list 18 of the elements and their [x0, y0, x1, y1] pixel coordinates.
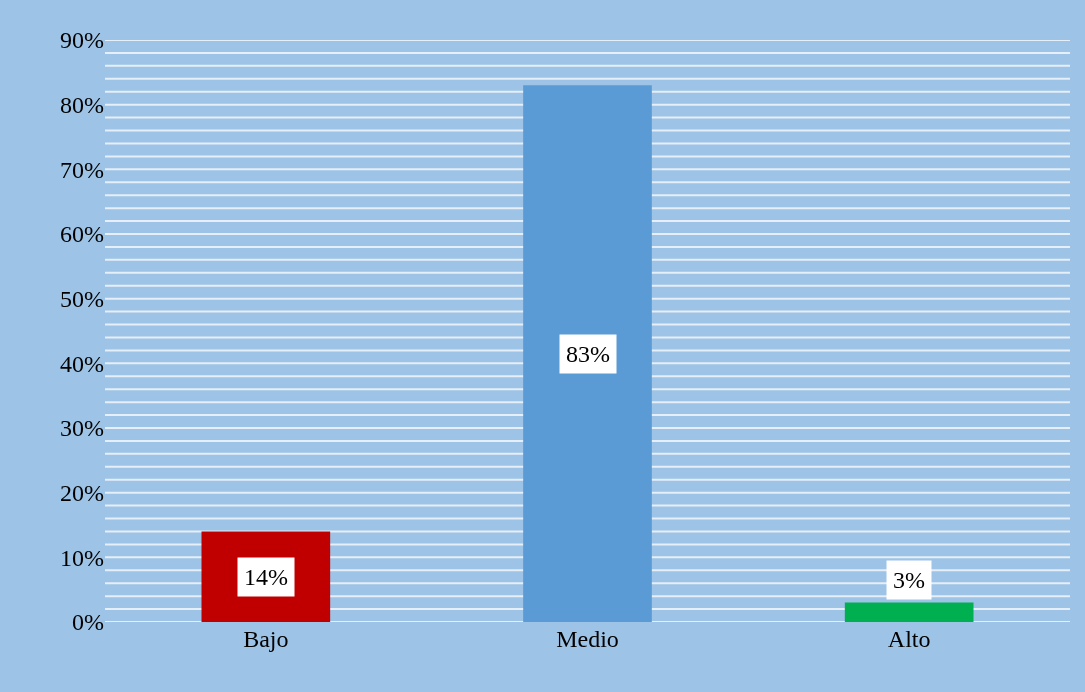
y-tick-label: 80%: [60, 92, 104, 119]
y-tick-label: 40%: [60, 350, 104, 377]
bar: [844, 602, 974, 622]
x-tick-label: Medio: [556, 626, 619, 652]
y-tick-label: 50%: [60, 286, 104, 313]
y-tick-label: 70%: [60, 156, 104, 183]
data-label: 3%: [893, 567, 925, 593]
data-label: 83%: [566, 341, 610, 367]
y-tick-label: 20%: [60, 480, 104, 507]
x-tick-label: Alto: [887, 626, 931, 652]
y-tick-label: 30%: [60, 415, 104, 442]
bar: [523, 85, 652, 622]
y-tick-label: 0%: [72, 609, 104, 636]
y-tick-label: 90%: [60, 27, 104, 54]
y-tick-label: 60%: [60, 221, 104, 248]
y-tick-label: 10%: [60, 544, 104, 571]
data-label: 14%: [244, 564, 288, 590]
x-tick-label: Bajo: [243, 626, 289, 652]
